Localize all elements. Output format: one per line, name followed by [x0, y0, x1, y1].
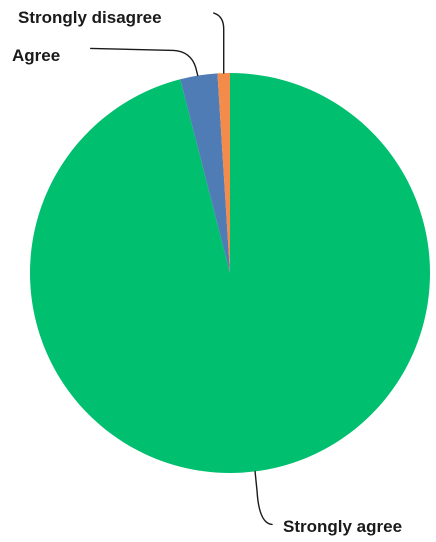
pie-slice-agree	[180, 73, 230, 273]
leader-line-agree	[90, 47, 199, 77]
pie-slice-strongly-agree	[29, 73, 431, 474]
slice-label-agree: Agree	[12, 46, 60, 65]
pie-slice-strongly-disagree	[217, 73, 230, 273]
slice-label-strongly-disagree: Strongly disagree	[18, 8, 162, 27]
pie-labels: Strongly agree Agree Strongly disagree	[12, 8, 402, 536]
leader-line-strongly-agree	[254, 470, 273, 526]
pie-slices	[29, 73, 431, 474]
leader-line-strongly-disagree	[213, 12, 225, 74]
slice-label-strongly-agree: Strongly agree	[283, 517, 402, 536]
